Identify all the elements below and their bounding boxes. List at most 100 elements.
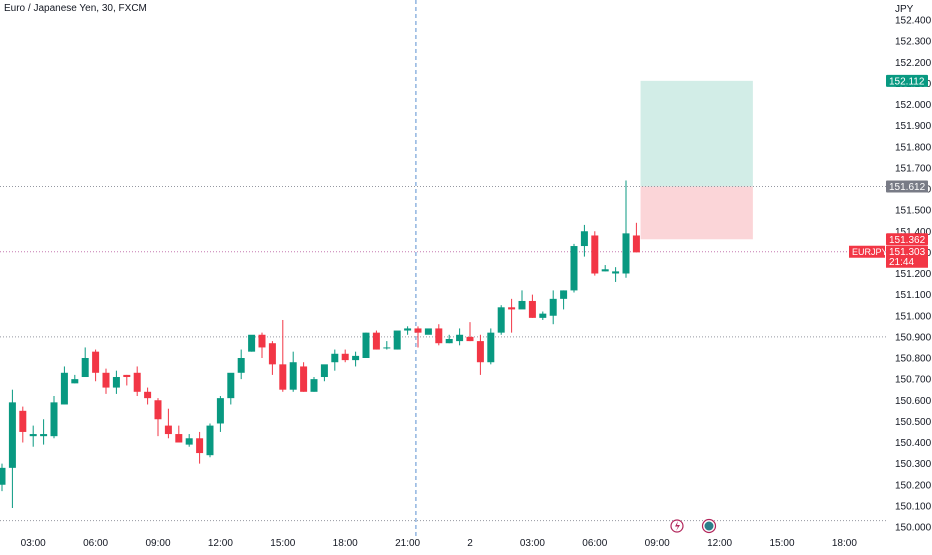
candle[interactable] (591, 231, 599, 276)
candle-body (591, 235, 599, 274)
candle[interactable] (227, 372, 235, 405)
candle[interactable] (279, 319, 287, 392)
candle[interactable] (206, 423, 214, 458)
candle-body (487, 332, 495, 363)
entry-price-label-bg (886, 180, 928, 193)
candle[interactable] (331, 349, 339, 371)
candle-body (216, 398, 224, 424)
axes: JPY 152.400152.300152.200152.100152.0001… (21, 4, 932, 549)
candle[interactable] (216, 396, 224, 432)
candle[interactable] (518, 290, 526, 310)
candle[interactable] (362, 332, 370, 358)
candle[interactable] (466, 322, 474, 342)
candle[interactable] (341, 349, 349, 363)
candle[interactable] (29, 425, 37, 447)
candle[interactable] (60, 366, 68, 405)
candle[interactable] (144, 387, 152, 405)
target-zone[interactable] (640, 80, 753, 187)
candle-body (476, 341, 484, 363)
candle[interactable] (8, 389, 16, 508)
candle[interactable] (601, 265, 609, 272)
candle[interactable] (393, 330, 401, 350)
lightning-icon-bolt (675, 521, 680, 531)
candle[interactable] (19, 406, 27, 443)
stop-price-label-bg (886, 233, 928, 246)
candle[interactable] (487, 328, 495, 365)
x-tick-label: 18:00 (333, 538, 358, 549)
candle[interactable] (196, 431, 204, 464)
candle[interactable] (445, 334, 453, 344)
candle-body (0, 467, 6, 485)
candle[interactable] (81, 347, 89, 378)
lightning-icon[interactable] (670, 519, 684, 533)
candle[interactable] (352, 351, 360, 367)
y-tick-label: 151.900 (895, 121, 932, 132)
candle[interactable] (164, 408, 172, 439)
candle-body (29, 434, 37, 437)
candle[interactable] (549, 290, 557, 325)
candle[interactable] (248, 334, 256, 352)
candle[interactable] (258, 332, 266, 358)
candle[interactable] (92, 349, 100, 382)
candle[interactable] (237, 349, 245, 380)
candle[interactable] (612, 267, 620, 282)
candle[interactable] (123, 374, 131, 386)
candle[interactable] (300, 362, 308, 392)
symbol-title: Euro / Japanese Yen, 30, FXCM (4, 3, 147, 14)
candle-body (362, 332, 370, 358)
y-tick-label: 151.100 (895, 290, 932, 301)
candle-body (560, 290, 568, 299)
stop-zone[interactable] (640, 186, 753, 240)
candle-body (175, 434, 183, 443)
candle[interactable] (40, 419, 48, 445)
event-dot-icon[interactable] (701, 518, 717, 534)
candle[interactable] (372, 330, 380, 350)
y-tick-label: 152.300 (895, 37, 932, 48)
candle[interactable] (414, 326, 422, 348)
candle-body (414, 328, 422, 333)
y-tick-label: 150.500 (895, 417, 932, 428)
candle[interactable] (383, 341, 391, 350)
position-tool[interactable] (640, 80, 753, 240)
candle[interactable] (289, 351, 297, 392)
candle[interactable] (268, 341, 276, 375)
candle[interactable] (185, 434, 193, 447)
candle[interactable] (508, 298, 516, 333)
candle[interactable] (112, 370, 120, 394)
candle[interactable] (570, 243, 578, 293)
candle[interactable] (632, 222, 640, 253)
candle[interactable] (424, 328, 432, 335)
event-icons[interactable] (670, 518, 717, 534)
candle-body (71, 379, 79, 384)
candle[interactable] (133, 366, 141, 397)
candle-body (383, 347, 391, 349)
candle[interactable] (622, 180, 630, 278)
candle-body (372, 332, 380, 350)
ticker-tag-bg (849, 245, 885, 258)
candle[interactable] (175, 425, 183, 443)
candle[interactable] (539, 311, 547, 320)
candle[interactable] (404, 326, 412, 335)
candle[interactable] (497, 305, 505, 335)
candles[interactable] (0, 180, 640, 508)
candle[interactable] (50, 396, 58, 439)
candle[interactable] (435, 324, 443, 346)
candle[interactable] (71, 374, 79, 384)
candle[interactable] (154, 398, 162, 437)
candle[interactable] (102, 368, 110, 394)
candle[interactable] (528, 294, 536, 318)
candle-body (185, 438, 193, 445)
candle[interactable] (580, 224, 588, 257)
candle[interactable] (0, 463, 6, 492)
candle[interactable] (456, 328, 464, 346)
x-tick-label: 03:00 (520, 538, 545, 549)
x-tick-label: 21:00 (395, 538, 420, 549)
candle[interactable] (476, 334, 484, 375)
candle[interactable] (560, 290, 568, 310)
candle[interactable] (310, 377, 318, 392)
candle[interactable] (320, 364, 328, 382)
last-price-text: 151.303 (889, 247, 926, 258)
